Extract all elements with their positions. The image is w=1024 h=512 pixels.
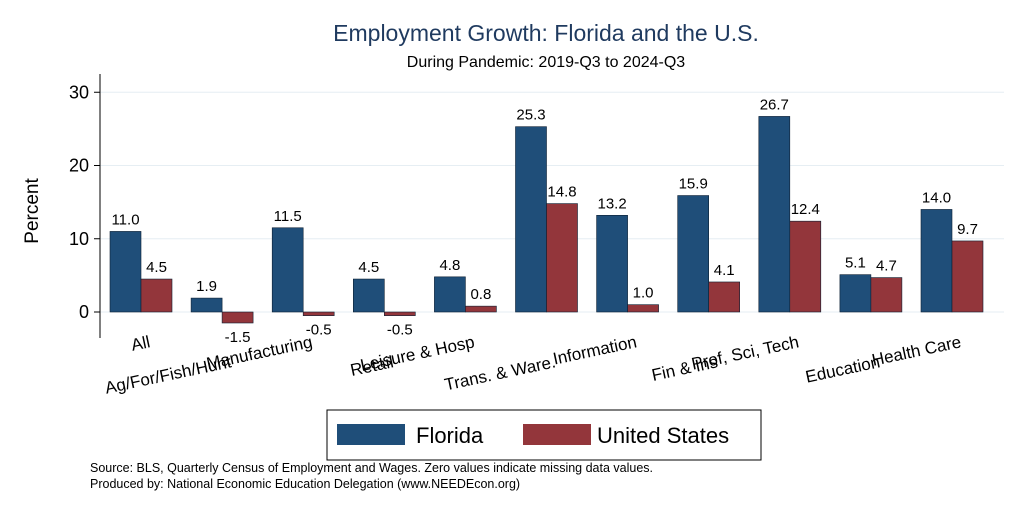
data-label: 4.5 <box>146 259 167 276</box>
bar-united-states <box>140 278 173 313</box>
legend: Florida United States <box>326 409 762 461</box>
bar-united-states <box>302 311 335 316</box>
data-label: 12.4 <box>791 201 820 218</box>
data-label: 25.3 <box>516 107 545 124</box>
data-label: 4.5 <box>358 259 379 276</box>
y-tick-label: 10 <box>69 229 89 249</box>
data-label: 1.9 <box>196 278 217 295</box>
data-label: 5.1 <box>845 255 866 272</box>
chart-title: Employment Growth: Florida and the U.S. <box>333 20 759 46</box>
bar-united-states <box>789 220 822 313</box>
legend-swatch-united-states <box>523 424 591 445</box>
bar-florida <box>434 276 466 313</box>
y-axis: 0 10 20 30 <box>69 74 101 338</box>
data-label: -0.5 <box>387 322 413 339</box>
data-label: 4.7 <box>876 258 897 275</box>
data-label: 15.9 <box>679 176 708 193</box>
data-label: -0.5 <box>306 322 332 339</box>
y-axis-label: Percent <box>22 178 43 244</box>
legend-label-united-states: United States <box>597 423 729 448</box>
bar-united-states <box>465 305 497 313</box>
x-tick-label: Leisure & Hosp <box>359 332 477 375</box>
data-label: 14.0 <box>922 189 951 206</box>
y-tick-label: 20 <box>69 156 89 176</box>
data-label: 9.7 <box>957 221 978 238</box>
x-tick-label: Education <box>804 352 882 386</box>
bar-florida <box>920 209 953 313</box>
data-label: 0.8 <box>470 286 491 303</box>
bar-florida <box>515 126 547 313</box>
bar-florida <box>596 215 628 313</box>
x-tick-label: Trans. & Ware. <box>443 352 558 394</box>
legend-swatch-florida <box>337 424 405 445</box>
bar-florida <box>271 227 304 313</box>
bars <box>109 116 984 324</box>
bar-florida <box>190 297 223 313</box>
bar-florida <box>839 274 872 313</box>
source-note: Source: BLS, Quarterly Census of Employm… <box>90 461 653 475</box>
data-label: 1.0 <box>633 285 654 302</box>
data-label: 11.5 <box>274 208 302 225</box>
legend-label-florida: Florida <box>416 423 484 448</box>
data-label: 13.2 <box>597 195 626 212</box>
x-tick-label: Information <box>551 332 638 368</box>
y-tick-label: 0 <box>79 302 89 322</box>
bar-united-states <box>221 311 254 324</box>
data-label: 4.8 <box>439 257 460 274</box>
bar-united-states <box>546 203 578 313</box>
bar-united-states <box>627 304 659 313</box>
bar-florida <box>677 195 710 313</box>
x-tick-label: Prof, Sci, Tech <box>690 332 801 373</box>
data-label: 11.0 <box>111 211 139 228</box>
data-label: -1.5 <box>225 329 251 346</box>
x-tick-label: Manufacturing <box>205 332 314 373</box>
bar-united-states <box>383 311 416 316</box>
x-tick-label: Health Care <box>870 332 963 369</box>
produced-by-note: Produced by: National Economic Education… <box>90 477 520 491</box>
bar-united-states <box>870 277 903 313</box>
data-label: 26.7 <box>760 96 789 113</box>
bar-united-states <box>708 281 741 313</box>
bar-united-states <box>951 240 984 313</box>
data-label: 4.1 <box>714 262 735 279</box>
data-labels: 11.0 1.9 11.5 4.5 4.8 25.3 13.2 15.9 26.7 5.1 14.0… <box>111 96 977 346</box>
bar-florida <box>109 231 142 313</box>
data-label: 14.8 <box>547 184 576 201</box>
y-tick-label: 30 <box>69 82 89 102</box>
chart-subtitle: During Pandemic: 2019-Q3 to 2024-Q3 <box>407 54 685 71</box>
x-tick-label: All <box>129 332 151 355</box>
bar-florida <box>758 116 791 313</box>
bar-florida <box>352 278 385 313</box>
